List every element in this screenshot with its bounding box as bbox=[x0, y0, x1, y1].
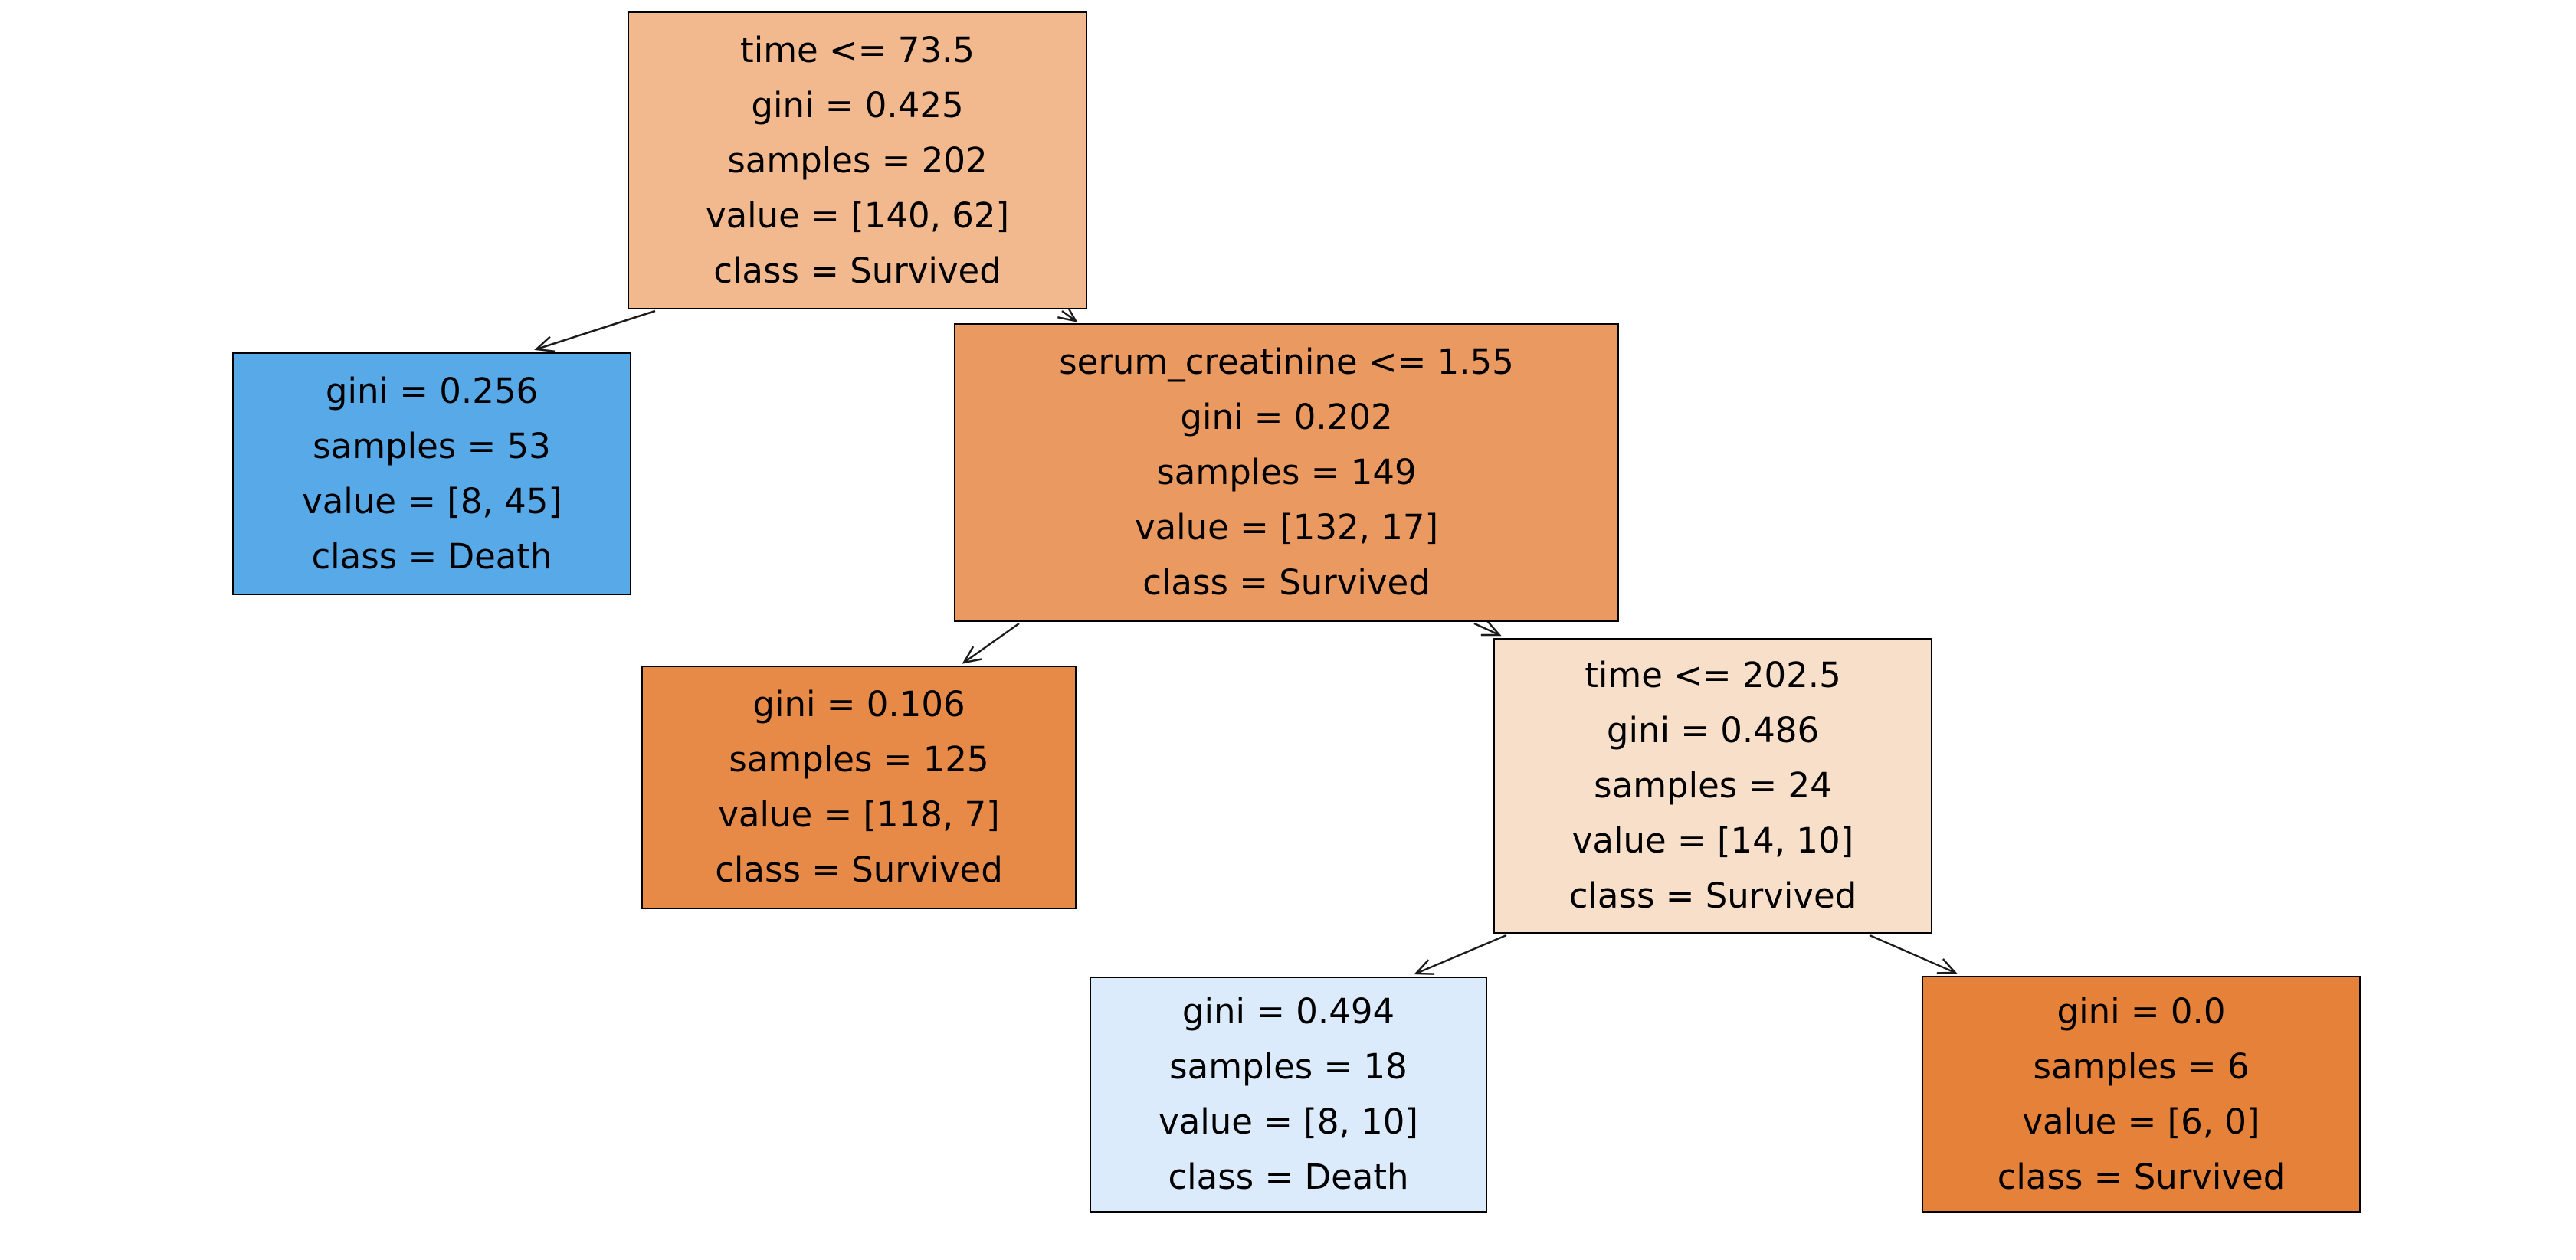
node-value: value = [140, 62] bbox=[705, 195, 1010, 236]
tree-node-root-time-split: time <= 73.5 gini = 0.425 samples = 202 … bbox=[628, 11, 1087, 309]
node-gini: gini = 0.494 bbox=[1181, 991, 1395, 1032]
edge-root-to-serum-node bbox=[1057, 304, 1078, 322]
node-value: value = [14, 10] bbox=[1571, 820, 1854, 861]
node-samples: samples = 149 bbox=[1156, 452, 1417, 493]
edge-time-to-survived-leaf bbox=[1869, 934, 1958, 974]
node-split-condition: serum_creatinine <= 1.55 bbox=[1059, 342, 1514, 382]
node-value: value = [8, 10] bbox=[1159, 1101, 1418, 1142]
node-samples: samples = 6 bbox=[2033, 1046, 2250, 1087]
node-gini: gini = 0.425 bbox=[751, 84, 964, 126]
node-gini: gini = 0.0 bbox=[2057, 990, 2226, 1032]
node-class: class = Survived bbox=[1568, 875, 1857, 916]
node-value: value = [118, 7] bbox=[718, 794, 1000, 835]
node-samples: samples = 18 bbox=[1169, 1046, 1408, 1087]
node-gini: gini = 0.486 bbox=[1606, 710, 1820, 751]
node-class: class = Death bbox=[1168, 1157, 1409, 1197]
edge-time-to-death-leaf bbox=[1414, 934, 1507, 975]
node-samples: samples = 202 bbox=[727, 139, 988, 181]
node-class: class = Survived bbox=[715, 849, 1003, 890]
node-value: value = [8, 45] bbox=[302, 480, 562, 522]
tree-node-leaf-death-53: gini = 0.256 samples = 53 value = [8, 45… bbox=[232, 352, 631, 595]
tree-node-serum-creatinine-split: serum_creatinine <= 1.55 gini = 0.202 sa… bbox=[954, 323, 1619, 622]
node-class: class = Survived bbox=[713, 250, 1001, 291]
node-class: class = Death bbox=[311, 535, 552, 577]
node-samples: samples = 24 bbox=[1594, 765, 1832, 806]
tree-node-leaf-death-18: gini = 0.494 samples = 18 value = [8, 10… bbox=[1090, 977, 1487, 1213]
node-samples: samples = 125 bbox=[729, 739, 989, 780]
node-samples: samples = 53 bbox=[313, 425, 551, 466]
node-value: value = [132, 17] bbox=[1134, 507, 1439, 548]
node-value: value = [6, 0] bbox=[2022, 1101, 2260, 1142]
node-gini: gini = 0.256 bbox=[325, 370, 539, 411]
tree-node-time-202-split: time <= 202.5 gini = 0.486 samples = 24 … bbox=[1493, 638, 1932, 934]
edge-serum-to-survived-leaf bbox=[962, 622, 1020, 664]
tree-node-leaf-survived-6: gini = 0.0 samples = 6 value = [6, 0] cl… bbox=[1922, 976, 2361, 1213]
node-class: class = Survived bbox=[1997, 1156, 2286, 1197]
tree-node-leaf-survived-125: gini = 0.106 samples = 125 value = [118,… bbox=[641, 666, 1077, 909]
edge-serum-to-time-node bbox=[1473, 620, 1502, 637]
edge-root-to-death-leaf bbox=[534, 309, 656, 353]
node-split-condition: time <= 73.5 bbox=[740, 29, 975, 70]
node-split-condition: time <= 202.5 bbox=[1585, 655, 1841, 695]
node-class: class = Survived bbox=[1142, 562, 1431, 603]
node-gini: gini = 0.202 bbox=[1180, 397, 1393, 437]
node-gini: gini = 0.106 bbox=[752, 684, 965, 725]
